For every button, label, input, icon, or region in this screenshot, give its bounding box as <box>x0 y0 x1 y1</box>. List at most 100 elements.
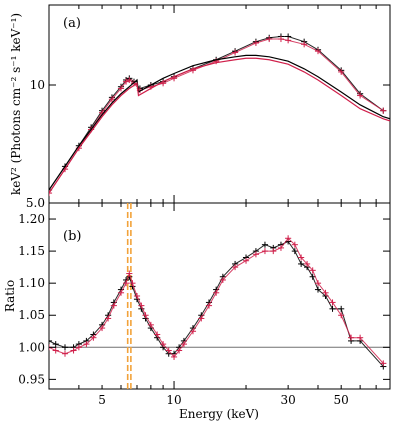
data-point-red <box>108 96 116 103</box>
x-tick-label: 5 <box>98 393 106 407</box>
data-point-red <box>380 107 387 114</box>
panel-b-y-axis-title: Ratio <box>3 280 17 312</box>
data-point-red <box>357 334 364 341</box>
data-point-red <box>170 353 178 360</box>
panel-a-label: (a) <box>63 16 81 31</box>
data-point-red <box>138 302 145 309</box>
data-point-red <box>126 270 133 277</box>
data-point-red <box>219 276 226 283</box>
model-line-black <box>49 54 390 191</box>
panel-b: 0.95 1.00 1.05 1.10 1.15 1.20 5 10 30 50 (b) Rati… <box>3 202 391 421</box>
data-point-black <box>314 286 322 293</box>
data-point-red <box>277 244 285 251</box>
data-point-red <box>176 347 183 354</box>
data-point-red <box>338 68 345 75</box>
panel-a: 5.0 10 (a) keV² (Photons cm⁻² s⁻¹ keV⁻¹) <box>9 4 391 210</box>
data-point-black <box>61 344 69 351</box>
data-point-black <box>329 305 336 312</box>
data-point-red <box>291 241 298 248</box>
data-line-red <box>49 237 384 364</box>
data-line-red <box>49 38 384 194</box>
panel-b-x-axis-title: Energy (keV) <box>179 407 259 421</box>
data-point-red <box>70 347 77 354</box>
data-point-red <box>133 293 141 299</box>
data-point-red <box>277 36 285 43</box>
data-point-black <box>49 337 53 344</box>
panel-a-ticks: 5.0 10 <box>26 5 391 210</box>
data-point-red <box>252 251 259 258</box>
data-point-red <box>242 257 250 264</box>
y-tick-label: 0.95 <box>18 372 45 386</box>
data-point-red <box>90 334 97 341</box>
data-point-red <box>180 341 188 348</box>
data-point-red <box>154 331 161 338</box>
x-tick-label: 50 <box>334 393 349 407</box>
data-point-black <box>298 260 305 267</box>
data-point-red <box>232 264 239 271</box>
model-line-red <box>49 57 390 194</box>
data-point-red <box>198 315 205 322</box>
data-point-red <box>266 36 273 43</box>
panel-a-frame <box>48 4 391 204</box>
data-point-black <box>291 248 298 255</box>
data-point-red <box>285 235 292 242</box>
data-point-red <box>126 76 133 83</box>
data-point-black <box>338 305 345 312</box>
data-point-red <box>61 350 69 357</box>
data-point-red <box>213 289 220 296</box>
data-point-red <box>110 302 117 309</box>
data-point-red <box>147 321 154 328</box>
data-point-red <box>348 334 355 341</box>
data-point-red <box>338 312 345 319</box>
data-point-red <box>380 360 387 367</box>
data-point-red <box>165 347 172 354</box>
x-tick-label: 10 <box>166 393 181 407</box>
y-tick-label: 5.0 <box>26 196 45 210</box>
data-point-red <box>261 248 269 255</box>
data-point-red <box>309 267 316 274</box>
data-point-black <box>261 241 269 248</box>
panel-a-plot-area <box>49 33 390 197</box>
data-point-red <box>75 344 82 351</box>
data-point-red <box>357 92 364 99</box>
data-point-red <box>301 41 308 48</box>
y-tick-label: 1.00 <box>18 340 45 354</box>
data-point-black <box>52 341 59 348</box>
data-point-red <box>52 347 59 354</box>
data-point-red <box>105 315 112 322</box>
y-tick-label: 1.20 <box>18 212 45 226</box>
x-tick-label: 30 <box>280 393 295 407</box>
data-point-red <box>83 341 90 348</box>
data-point-red <box>322 289 329 296</box>
data-point-red <box>189 328 197 335</box>
panel-b-frame <box>48 202 391 390</box>
data-point-black <box>309 273 316 280</box>
data-point-red <box>122 280 130 287</box>
data-point-red <box>314 280 322 287</box>
data-point-red <box>304 260 311 267</box>
data-point-red <box>117 289 125 296</box>
data-point-red <box>285 37 292 44</box>
data-point-red <box>252 39 259 46</box>
data-point-red <box>160 341 167 348</box>
data-point-red <box>314 48 322 55</box>
y-tick-label: 1.15 <box>18 244 45 258</box>
data-point-red <box>329 299 336 306</box>
data-point-red <box>49 190 53 197</box>
y-tick-label: 10 <box>30 78 45 92</box>
panel-a-y-axis-title: keV² (Photons cm⁻² s⁻¹ keV⁻¹) <box>9 13 23 195</box>
data-point-red <box>298 254 305 261</box>
data-point-red <box>142 312 149 319</box>
data-point-red <box>270 248 277 255</box>
panel-b-plot-area <box>49 203 390 389</box>
y-tick-label: 1.05 <box>18 308 45 322</box>
data-point-red <box>232 49 239 56</box>
data-point-red <box>122 78 130 85</box>
y-tick-label: 1.10 <box>18 276 45 290</box>
data-point-red <box>117 85 125 92</box>
data-point-red <box>98 325 106 332</box>
panel-b-ticks: 0.95 1.00 1.05 1.10 1.15 1.20 5 10 30 50 <box>18 203 391 407</box>
data-point-red <box>129 280 136 287</box>
panel-b-label: (b) <box>63 229 81 244</box>
